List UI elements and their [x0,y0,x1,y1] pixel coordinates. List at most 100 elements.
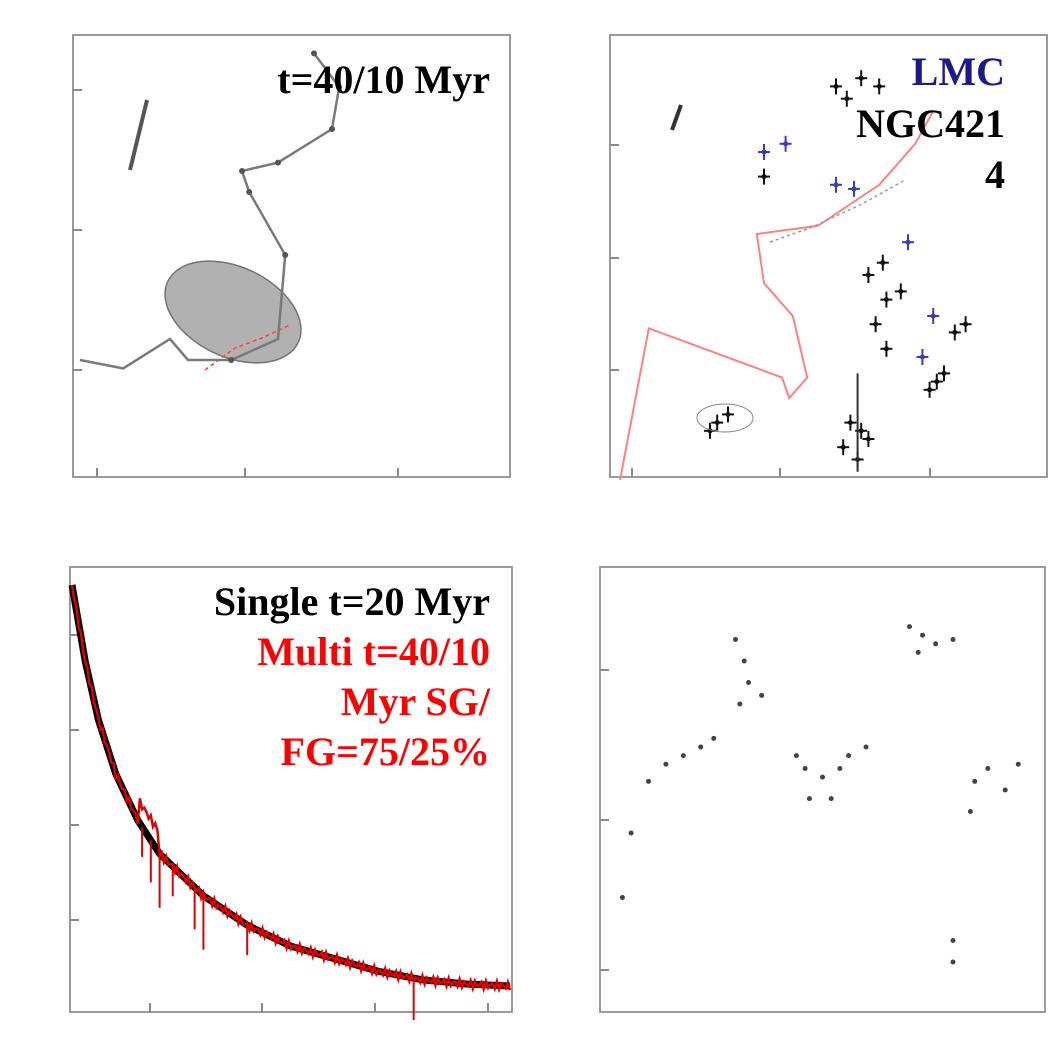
star-point [934,379,940,385]
panel-bottom-right-ticks [600,669,609,971]
panel-top-left-frame [72,34,511,478]
star-point [833,83,839,89]
scatter-point [950,938,956,943]
star-point [865,272,871,278]
annotation-line-2: Multi t=40/10 [257,629,490,674]
spectrum-multi [70,584,512,994]
scatter-point [793,753,799,759]
scatter-point [967,809,973,814]
star-point [880,260,886,266]
scatter-point [1015,761,1021,767]
scatter-point [737,701,743,707]
star-point [952,329,958,335]
star-point [883,346,889,352]
track-marker [311,50,317,57]
scatter-point [1002,787,1008,793]
panel-top-left: t=40/10 Myr [72,34,511,478]
scatter-point [985,766,991,771]
panel-bottom-left: Single t=20 Myr Multi t=40/10 Myr SG/ FG… [68,566,513,1021]
scatter-point [837,766,843,771]
scatter-point [863,744,869,750]
scatter-point [628,830,634,836]
annotation-line-2: NGC421 [856,101,1005,146]
scatter-point [950,959,956,965]
annotation-line-3: 4 [985,152,1005,197]
scatter-point [746,680,752,685]
star-point [930,313,936,319]
scatter-point [907,624,912,630]
scatter-point [820,774,825,780]
star-point [898,288,904,294]
star-point [865,436,871,442]
panel-top-right-ticks [610,144,931,477]
panel-bottom-right-frame [599,566,1046,1013]
track-marker [329,126,335,132]
scatter-point [828,796,834,802]
scatter-point [846,753,852,759]
isochrone-segment [670,104,683,131]
annotation-cluster: LMC NGC421 4 [856,49,1005,197]
star-point [844,96,850,102]
scatter-point [802,766,808,771]
red-track-segment [204,324,291,371]
panel-bottom-left-frame [69,566,513,1013]
evolutionary-track-red [619,110,935,481]
scatter-point [663,761,669,767]
panel-bottom-left-ticks [70,634,489,1012]
scatter-point [933,641,939,647]
panel-top-left-ticks [73,89,399,477]
scatter-point [972,778,978,784]
annotation-age: t=40/10 Myr [277,57,490,102]
star-point [905,239,911,245]
star-point [873,321,879,327]
scatter-point [680,753,686,759]
star-point [847,420,853,426]
scatter-point [733,637,738,642]
track-upper-segment [769,179,906,243]
star-point [725,411,731,417]
annotation-cluster: Single t=20 Myr Multi t=40/10 Myr SG/ FG… [214,579,491,774]
star-points [704,70,972,472]
annotation-line-1: LMC [912,49,1005,94]
scatter-point [915,649,921,655]
star-point [963,321,969,327]
scatter-point [646,778,651,784]
scatter-point [950,637,956,642]
star-point [858,75,864,81]
panel-bottom-right [599,566,1046,1013]
star-point [783,141,789,147]
star-point [761,174,767,180]
scatter-point [759,692,765,698]
absorption-lines [141,826,415,1021]
panel-top-right: LMC NGC421 4 [609,34,1048,481]
track-markers [228,50,343,363]
annotation-line-1: Single t=20 Myr [214,579,490,624]
star-point [714,420,720,426]
track-marker [228,357,235,363]
annotation-line-4: FG=75/25% [281,729,490,774]
scatter-point [619,895,625,900]
error-ellipse [696,403,754,433]
track-marker [275,159,281,166]
star-point [840,444,846,450]
star-point [883,297,889,303]
scatter-point [920,632,926,638]
star-point [858,428,864,434]
star-point [919,354,925,360]
scatter-point [698,744,704,750]
scatter-point [741,658,747,664]
isochrone-segment [128,99,149,171]
track-marker [336,84,343,90]
star-point [927,387,933,393]
track-marker [282,252,289,258]
track-marker [239,168,245,174]
star-point [941,370,947,376]
annotation-line-3: Myr SG/ [341,679,491,724]
probability-ellipse [164,260,302,364]
scatter-point [806,796,812,802]
track-marker [246,189,253,195]
panel-top-right-frame [609,34,1048,478]
star-point [851,186,857,192]
star-point [876,83,882,89]
